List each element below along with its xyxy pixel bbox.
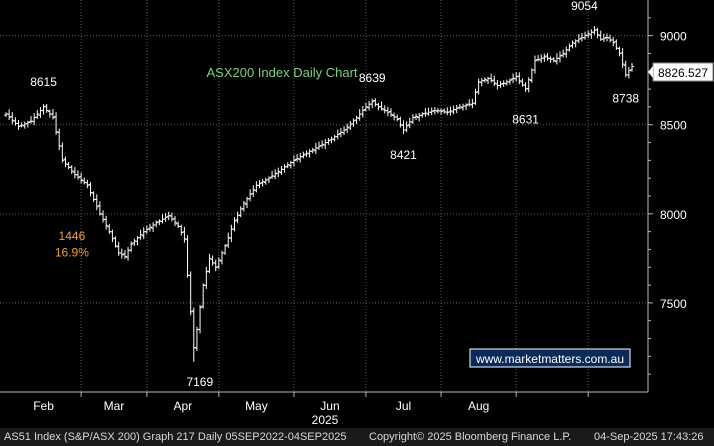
- x-tick-label: Jun: [320, 399, 339, 413]
- footer-timestamp: 04-Sep-2025 17:43:26: [594, 431, 704, 443]
- chart-title: ASX200 Index Daily Chart: [206, 65, 357, 80]
- price-bars: [4, 26, 634, 362]
- x-tick-label: Jul: [396, 399, 411, 413]
- annotation-label: 9054: [571, 0, 598, 13]
- footer-security-info: AS51 Index (S&P/ASX 200) Graph 217 Daily…: [4, 431, 347, 443]
- website-link[interactable]: www.marketmatters.com.au: [475, 352, 624, 366]
- footer-bar: AS51 Index (S&P/ASX 200) Graph 217 Daily…: [0, 428, 714, 446]
- annotation-label: 16.9%: [55, 245, 89, 259]
- x-tick-label: May: [245, 399, 268, 413]
- annotations: 8615 8639 8421 8631 9054 8738 7169 1446 16.9%: [30, 0, 639, 389]
- x-axis: Feb Mar Apr May Jun Jul Aug: [0, 391, 648, 413]
- x-tick-label: Feb: [33, 399, 54, 413]
- annotation-label: 8615: [30, 75, 57, 89]
- gridlines: [0, 0, 648, 392]
- website-badge[interactable]: www.marketmatters.com.au: [469, 348, 631, 368]
- last-price-label: 8826.527: [658, 66, 708, 80]
- annotation-label: 8738: [612, 91, 639, 105]
- annotation-label: 1446: [59, 229, 86, 243]
- y-tick-label: 8000: [660, 208, 687, 222]
- price-chart: 7500 8000 8500 9000 Feb Mar Apr May Jun Jul Aug 8…: [0, 0, 714, 427]
- y-tick-label: 9000: [660, 30, 687, 44]
- footer-copyright: Copyright© 2025 Bloomberg Finance L.P.: [369, 431, 572, 443]
- x-tick-label: Apr: [174, 399, 193, 413]
- annotation-label: 8631: [512, 112, 539, 126]
- annotation-label: 8421: [390, 148, 417, 162]
- year-label: 2025: [312, 413, 339, 427]
- x-tick-label: Mar: [104, 399, 125, 413]
- annotation-label: 8639: [359, 71, 386, 85]
- y-axis: 7500 8000 8500 9000: [647, 0, 687, 392]
- y-tick-label: 8500: [660, 119, 687, 133]
- annotation-label: 7169: [186, 375, 213, 389]
- last-price-badge: 8826.527: [648, 62, 714, 82]
- y-tick-label: 7500: [660, 297, 687, 311]
- x-tick-label: Aug: [468, 399, 489, 413]
